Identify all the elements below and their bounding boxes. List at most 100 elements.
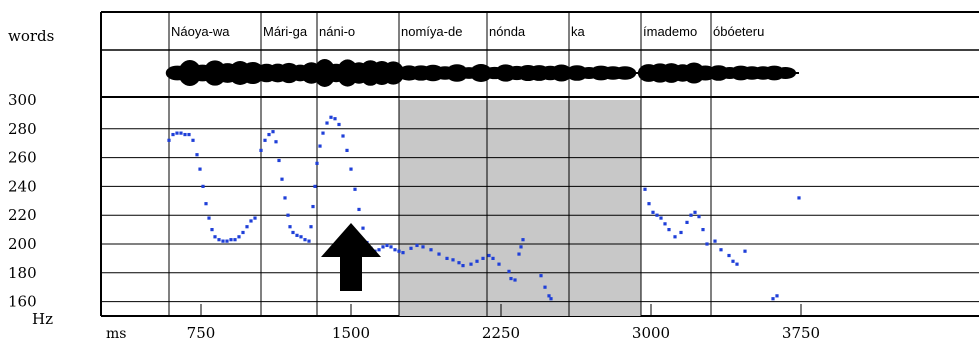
- pitch-point: [775, 294, 779, 298]
- pitch-point: [283, 196, 287, 200]
- pitch-point: [507, 269, 511, 273]
- pitch-point: [167, 138, 171, 142]
- pitch-point: [651, 210, 655, 214]
- pitch-point: [204, 202, 208, 206]
- pitch-point: [705, 242, 709, 246]
- shaded-region: [569, 100, 641, 316]
- pitch-point: [329, 115, 333, 119]
- x-unit-label: ms: [106, 326, 126, 341]
- pitch-point: [267, 132, 271, 137]
- shaded-region: [399, 100, 569, 316]
- pitch-point: [341, 134, 345, 138]
- pitch-point: [521, 238, 525, 242]
- pitch-point: [307, 239, 311, 243]
- y-tick-label: 220: [8, 206, 37, 224]
- pitch-point: [667, 228, 671, 232]
- y-tick-label: 180: [8, 264, 37, 282]
- pitch-point: [377, 248, 381, 252]
- pitch-point: [735, 262, 739, 266]
- pitch-point: [719, 248, 723, 252]
- pitch-point: [517, 252, 521, 256]
- pitch-point: [353, 187, 357, 191]
- pitch-point: [263, 138, 267, 142]
- word-label: nónda: [489, 24, 526, 39]
- pitch-point: [229, 238, 233, 242]
- word-label: náni-o: [319, 24, 355, 39]
- pitch-point: [210, 228, 214, 232]
- pitch-point: [325, 121, 329, 125]
- pitch-point: [311, 204, 315, 209]
- pitch-point: [225, 239, 229, 243]
- up-arrow-icon: [321, 223, 381, 291]
- pitch-point: [663, 222, 667, 226]
- pitch-point: [743, 249, 747, 253]
- pitch-point: [277, 158, 281, 163]
- word-label: ímademo: [643, 24, 697, 39]
- x-tick-label: 1500: [332, 324, 370, 341]
- pitch-point: [445, 256, 449, 260]
- y-tick-label: 280: [8, 120, 37, 138]
- pitch-point: [673, 235, 677, 239]
- pitch-point: [318, 144, 322, 148]
- pitch-point: [543, 285, 547, 289]
- pitch-point: [437, 252, 441, 256]
- pitch-point: [513, 278, 517, 282]
- pitch-point: [175, 131, 179, 135]
- pitch-point: [195, 153, 199, 157]
- pitch-point: [288, 225, 292, 229]
- waveform-segment: [774, 66, 797, 80]
- x-tick-label: 2250: [482, 324, 520, 341]
- pitch-point: [713, 239, 717, 243]
- pitch-point: [415, 243, 419, 248]
- pitch-point: [491, 256, 495, 260]
- pitch-point: [303, 238, 307, 242]
- x-tick-label: 3000: [632, 324, 670, 341]
- pitch-point: [213, 235, 217, 239]
- pitch-point: [221, 239, 225, 243]
- pitch-point: [245, 225, 249, 229]
- pitch-point: [679, 230, 683, 235]
- pitch-point: [457, 261, 461, 265]
- pitch-point: [295, 233, 299, 237]
- pitch-point: [321, 131, 325, 135]
- pitch-point: [187, 132, 191, 137]
- x-tick-label: 3750: [782, 324, 820, 341]
- pitch-point: [337, 122, 341, 127]
- pitch-point: [461, 264, 465, 268]
- x-tick-label: 750: [187, 324, 216, 341]
- pitch-point: [401, 251, 405, 255]
- pitch-point: [349, 167, 353, 171]
- pitch-point: [291, 230, 295, 235]
- pitch-point: [361, 226, 365, 230]
- pitch-point: [771, 297, 775, 301]
- y-tick-label: 240: [8, 177, 37, 195]
- pitch-point: [549, 297, 553, 301]
- y-unit-label: Hz: [32, 310, 53, 328]
- pitch-point: [469, 262, 473, 266]
- pitch-point: [685, 220, 689, 224]
- word-label: ka: [571, 24, 586, 39]
- pitch-point: [333, 117, 337, 121]
- pitch-point: [237, 235, 241, 239]
- word-label: Mári-ga: [263, 24, 308, 39]
- pitch-point: [345, 148, 349, 152]
- pitch-point: [497, 262, 501, 266]
- pitch-point: [198, 167, 202, 171]
- pitch-point: [487, 253, 491, 258]
- pitch-point: [701, 228, 705, 232]
- pitch-point: [271, 130, 275, 134]
- pitch-point: [241, 230, 245, 235]
- pitch-point: [393, 248, 397, 252]
- pitch-point: [451, 258, 455, 262]
- pitch-point: [693, 210, 697, 214]
- pitch-point: [697, 215, 701, 219]
- pitch-point: [274, 140, 278, 144]
- pitch-point: [475, 259, 479, 263]
- pitch-point: [731, 259, 735, 263]
- pitch-point: [481, 256, 485, 260]
- pitch-point: [659, 216, 663, 220]
- word-label: nomíya-de: [401, 24, 462, 39]
- pitch-point: [315, 161, 319, 165]
- pitch-point: [655, 213, 659, 217]
